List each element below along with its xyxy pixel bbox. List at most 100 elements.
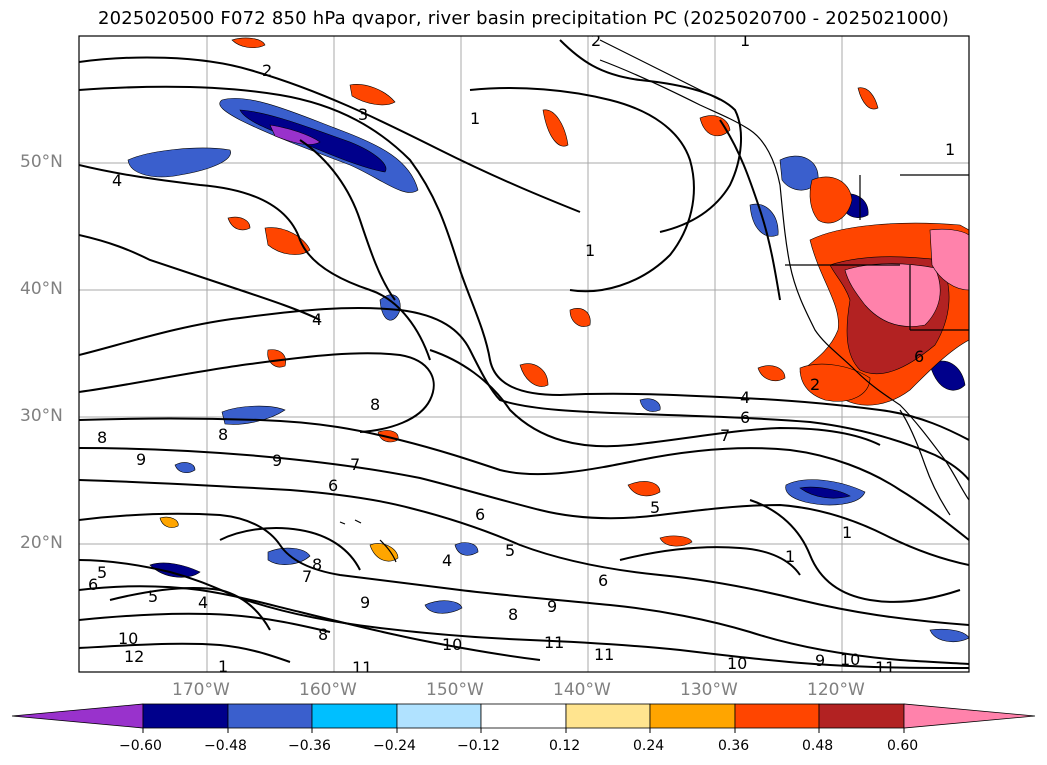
figure-title: 2025020500 F072 850 hPa qvapor, river ba… (97, 8, 950, 29)
precip-shading (127, 37, 969, 643)
colorbar-ticks (142, 728, 905, 733)
colorbar-tick-label: 0.12 (549, 738, 581, 754)
pos-blob-35 (267, 349, 286, 368)
contour-label-5: 5 (97, 563, 107, 582)
contour-label-11: 11 (594, 645, 614, 664)
contour-label-12: 12 (124, 647, 144, 666)
pos-blob-ca-pink2 (929, 228, 969, 291)
contour-label-8: 8 (97, 428, 107, 447)
colorbar-bin (311, 703, 398, 729)
contour-label-5: 5 (650, 498, 660, 517)
colorbar-tick-label: −0.24 (373, 738, 416, 754)
contour-label-10: 10 (442, 635, 462, 654)
neg-blob-az (929, 360, 966, 391)
contour-label-9: 9 (272, 451, 282, 470)
lat-label-20n: 20°N (20, 533, 63, 553)
qvapor-contours (79, 39, 969, 669)
contour-label-6: 6 (598, 571, 608, 590)
contour-label-5: 5 (148, 587, 158, 606)
colorbar-tick-label: 0.48 (802, 738, 834, 754)
lon-label-170w: 170°W (172, 680, 230, 700)
contour-label-2: 2 (262, 61, 272, 80)
pos-blob-orcoast (809, 176, 853, 224)
pos-blob-25 (627, 481, 661, 497)
contour-label-1: 1 (945, 140, 955, 159)
contour-label-11: 11 (875, 658, 895, 677)
contour-label-8: 8 (318, 625, 328, 644)
pos-blob-wa (857, 87, 879, 110)
contour-label-6: 6 (328, 476, 338, 495)
coastlines (339, 39, 969, 563)
colorbar-bin (480, 703, 567, 729)
contour-label-10: 10 (840, 650, 860, 669)
contour-label-9: 9 (360, 593, 370, 612)
contour-label-10: 10 (118, 629, 138, 648)
pos-blob-19 (659, 535, 693, 547)
colorbar-tick-label: −0.48 (204, 738, 247, 754)
neg-blob-sw (149, 562, 201, 578)
contour-label-7: 7 (720, 426, 730, 445)
pos-blob-ca-pink (844, 263, 941, 327)
pos-blob-46 (227, 216, 251, 231)
contour-label-1: 1 (842, 523, 852, 542)
colorbar-extend-left (11, 703, 144, 729)
colorbar (11, 703, 1036, 733)
contour-label-6: 6 (740, 408, 750, 427)
contour-label-1: 1 (470, 109, 480, 128)
neg-blob-small3 (639, 398, 661, 412)
contour-label-4: 4 (312, 310, 322, 329)
contour-label-10: 10 (727, 654, 747, 673)
contour-label-1: 1 (785, 547, 795, 566)
contour-label-4: 4 (740, 388, 750, 407)
colorbar-tick-label: −0.36 (288, 738, 331, 754)
pos-blob-37 (569, 308, 591, 327)
contour-label-1: 1 (218, 657, 228, 676)
contour-label-11: 11 (544, 633, 564, 652)
contour-label-8: 8 (218, 425, 228, 444)
lon-label-130w: 130°W (680, 680, 738, 700)
pos-blob-31 (757, 365, 786, 381)
neg-blob-baja-core (799, 486, 851, 499)
lat-label-40n: 40°N (20, 279, 63, 299)
pos-blob-47n (264, 227, 311, 255)
colorbar-bin (734, 703, 820, 729)
neg-blob-small2 (174, 462, 196, 474)
pos-blob-gulf (542, 109, 569, 147)
map-frame (78, 35, 970, 673)
contour-label-7: 7 (350, 455, 360, 474)
contour-label-8: 8 (312, 555, 322, 574)
colorbar-tick-label: −0.12 (457, 738, 500, 754)
lon-label-150w: 150°W (426, 680, 484, 700)
colorbar-tick-label: 0.60 (887, 738, 919, 754)
colorbar-bin (142, 703, 229, 729)
pos-blob-ak (699, 115, 731, 137)
contour-label-2: 2 (591, 31, 601, 50)
contour-label-9: 9 (136, 450, 146, 469)
lon-label-140w: 140°W (553, 680, 611, 700)
contour-label-2: 2 (810, 375, 820, 394)
neg-blob-17 (424, 600, 463, 614)
pos-blob-hawaii (369, 543, 399, 562)
pos-blob-22 (159, 516, 179, 528)
neg-blob-se (929, 628, 969, 643)
colorbar-bin (227, 703, 313, 729)
contour-label-7: 7 (302, 567, 312, 586)
contour-label-9: 9 (815, 651, 825, 670)
pos-blob-top (349, 84, 396, 106)
contour-label-6: 6 (914, 347, 924, 366)
contour-label-4: 4 (442, 551, 452, 570)
contour-label-3: 3 (358, 105, 368, 124)
colorbar-tick-label: −0.60 (119, 738, 162, 754)
neg-blob-aleutian-purple (269, 124, 321, 145)
pos-blob-top2 (231, 37, 266, 49)
lat-label-50n: 50°N (20, 152, 63, 172)
colorbar-extend-right (903, 703, 1036, 729)
pos-blob-coast (799, 363, 871, 402)
contour-label-8: 8 (508, 605, 518, 624)
lon-label-160w: 160°W (299, 680, 357, 700)
contour-label-11: 11 (352, 658, 372, 677)
neg-blob-west (127, 147, 231, 178)
pos-blob-34 (519, 363, 549, 387)
contour-labels: 2 3 1 1 1 4 4 6 7 8 8 9 9 7 6 6 5 5 4 1 … (88, 31, 955, 677)
